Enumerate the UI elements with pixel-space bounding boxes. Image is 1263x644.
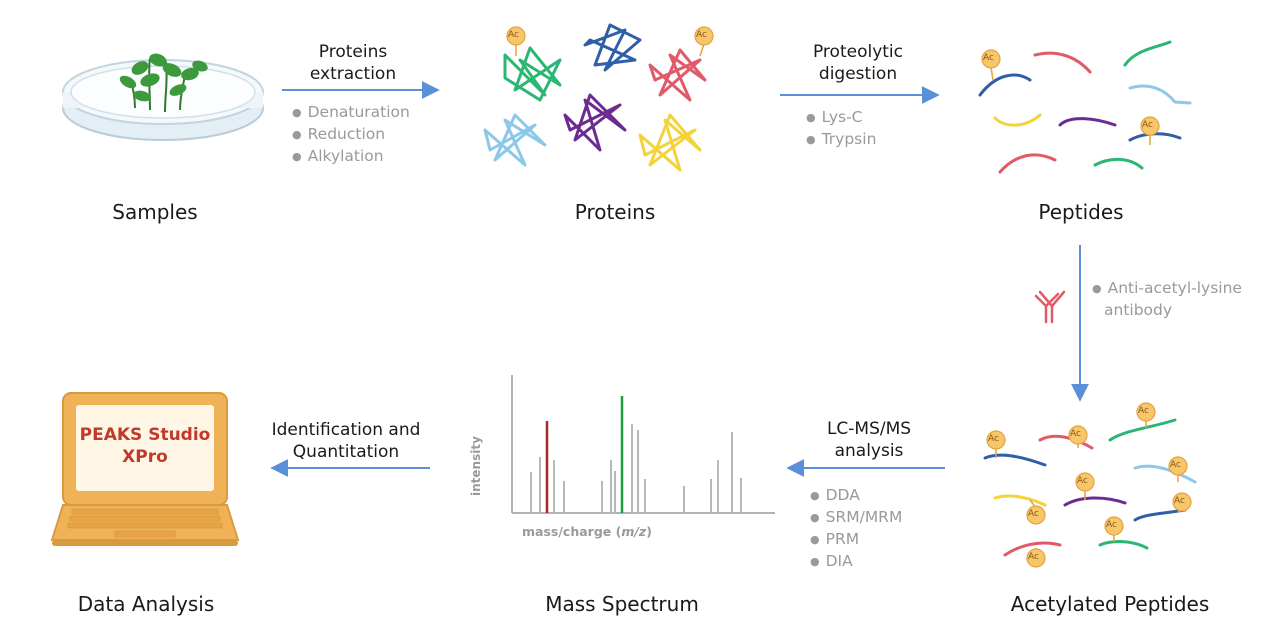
step-extraction-title: Proteins extraction (253, 41, 453, 85)
stage-label-acetylated-peptides: Acetylated Peptides (1010, 592, 1210, 616)
ac-tag-label: Ac (508, 30, 519, 40)
bullet-item: Trypsin (806, 129, 877, 151)
stage-label-data-analysis: Data Analysis (77, 592, 215, 616)
stage-label-samples: Samples (112, 200, 198, 224)
petri-dish-icon (62, 53, 264, 141)
ac-tag-label: Ac (1106, 520, 1117, 530)
ac-tag-icon (1172, 492, 1192, 513)
step-extraction-bullets: Denaturation Reduction Alkylation (292, 102, 410, 168)
laptop-icon (50, 392, 240, 546)
spectrum-x-label-suffix: ) (646, 524, 652, 539)
ac-tag-label: Ac (696, 30, 707, 40)
protein-coils-icon (483, 23, 707, 172)
enrichment-line1: Anti-acetyl-lysine (1107, 279, 1242, 297)
peptide-fragments-icon (978, 40, 1192, 174)
bullet-item: PRM (810, 529, 902, 551)
ac-tag-icon (1140, 116, 1160, 145)
ac-tag-icon (1075, 472, 1095, 500)
ac-tag-label: Ac (1028, 552, 1039, 562)
software-name-line2: XPro (122, 447, 168, 467)
step-enrichment-note: ● Anti-acetyl-lysine antibody (1092, 279, 1242, 319)
step-digestion-title-line1: Proteolytic (812, 42, 903, 62)
ac-tag-icon (1136, 402, 1156, 428)
step-identification-title: Identification and Quantitation (246, 419, 446, 463)
bullet-item: Lys-C (806, 107, 876, 129)
bullet-item: DDA (810, 485, 902, 507)
bullet-item: DIA (810, 551, 902, 573)
spectrum-y-label: intensity (469, 436, 483, 496)
ac-tag-label: Ac (1077, 476, 1088, 486)
ac-tag-label: Ac (1142, 120, 1153, 130)
ac-tag-label: Ac (1170, 460, 1181, 470)
step-lcms-bullets: DDA SRM/MRM PRM DIA (810, 485, 903, 573)
step-identification-title-line2: Quantitation (292, 442, 400, 462)
step-lcms-title: LC-MS/MS analysis (769, 418, 969, 462)
stage-label-mass-spectrum: Mass Spectrum (545, 592, 699, 616)
bullet-item: Reduction (292, 124, 410, 146)
stage-label-peptides: Peptides (1038, 200, 1124, 224)
ac-tag-icon (1026, 548, 1046, 568)
ac-tag-icon (986, 430, 1006, 458)
bullet-item: Alkylation (292, 146, 410, 168)
enrichment-line2: antibody (1104, 301, 1173, 319)
ac-tag-icon (1168, 456, 1188, 482)
spectrum-x-label-prefix: mass/charge ( (522, 524, 622, 539)
software-name-line1: PEAKS Studio (79, 425, 211, 445)
ac-tag-icon (506, 26, 526, 56)
step-lcms-title-line1: LC-MS/MS (826, 419, 912, 439)
ac-tag-icon (694, 26, 714, 57)
bullet-item: Denaturation (292, 102, 410, 124)
ac-tag-label: Ac (1028, 509, 1039, 519)
ac-tag-icon (1026, 499, 1046, 525)
antibody-icon (1034, 290, 1066, 324)
spectrum-x-label: mass/charge (m/z) (522, 524, 652, 539)
mass-spectrum-chart (511, 375, 775, 514)
step-extraction-title-line2: extraction (309, 64, 397, 84)
step-lcms-title-line2: analysis (834, 441, 904, 461)
bullet-item: SRM/MRM (810, 507, 903, 529)
ac-tag-label: Ac (1070, 429, 1081, 439)
ac-tag-label: Ac (983, 53, 994, 63)
ac-tag-icon (1104, 516, 1124, 542)
ac-tag-label: Ac (988, 434, 999, 444)
ac-tag-icon (981, 49, 1001, 81)
step-digestion-title: Proteolytic digestion (758, 41, 958, 85)
step-digestion-bullets: Lys-C Trypsin (806, 107, 877, 151)
stage-label-proteins: Proteins (574, 200, 656, 224)
software-name: PEAKS Studio XPro (70, 424, 220, 468)
ac-tag-label: Ac (1174, 496, 1185, 506)
ac-tag-label: Ac (1138, 406, 1149, 416)
step-extraction-title-line1: Proteins (318, 42, 388, 62)
spectrum-x-label-var: m/z (621, 524, 647, 539)
ac-tag-icon (1068, 425, 1088, 448)
step-identification-title-line1: Identification and (271, 420, 421, 440)
step-digestion-title-line2: digestion (818, 64, 898, 84)
